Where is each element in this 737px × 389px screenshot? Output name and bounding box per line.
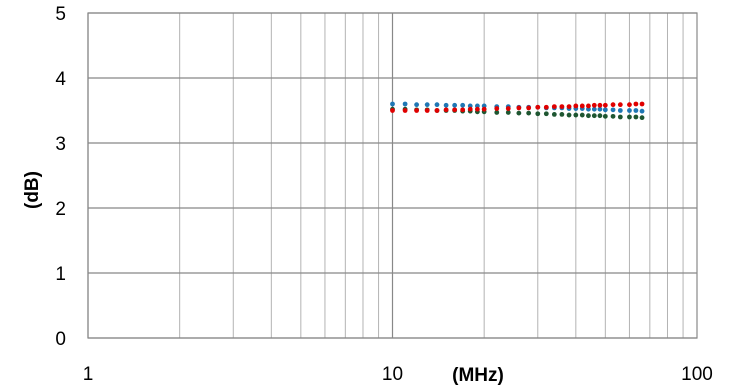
data-point [627, 108, 632, 113]
data-point [526, 110, 532, 116]
data-point [414, 108, 420, 113]
y-tick-labels: 0 1 2 3 4 5 [55, 4, 66, 350]
y-tick-label: 0 [55, 329, 66, 350]
data-point [474, 106, 480, 112]
data-point [516, 105, 522, 111]
data-point [627, 114, 632, 120]
data-point [516, 110, 522, 116]
data-point [579, 112, 585, 118]
data-point [602, 113, 608, 119]
data-point [633, 114, 639, 120]
data-point [586, 113, 591, 119]
data-point [559, 104, 565, 109]
data-point [414, 102, 420, 108]
data-point [591, 113, 597, 119]
data-point [591, 102, 597, 108]
data-point [467, 106, 473, 112]
data-point [535, 111, 541, 117]
data-point [452, 107, 458, 113]
data-point [597, 106, 603, 112]
data-point [460, 102, 466, 108]
data-point [566, 112, 572, 118]
data-point [639, 115, 645, 121]
data-point [551, 104, 557, 109]
y-tick-label: 3 [55, 134, 66, 155]
data-point [494, 106, 500, 111]
data-point [639, 108, 645, 114]
data-point [551, 112, 557, 117]
data-point [505, 110, 511, 115]
data-point [434, 108, 440, 113]
data-point [424, 102, 430, 108]
y-axis-title: (dB) [22, 171, 43, 209]
x-tick-label: 100 [681, 364, 713, 385]
x-tick-labels: 1 10 100 [83, 364, 713, 385]
data-point [579, 103, 585, 109]
data-point [597, 102, 603, 108]
data-point [452, 102, 458, 108]
data-point [481, 106, 487, 112]
data-point [543, 111, 549, 117]
data-point [617, 114, 623, 120]
data-point [591, 106, 597, 112]
data-point [602, 102, 608, 108]
data-point [460, 107, 466, 113]
data-point [639, 101, 645, 107]
y-tick-label: 4 [55, 69, 66, 90]
data-point [633, 108, 639, 113]
data-point [633, 101, 639, 107]
data-point [390, 108, 395, 113]
series-layer [390, 101, 645, 121]
y-tick-label: 2 [55, 199, 66, 220]
data-point [424, 108, 430, 113]
plot-area-frame [87, 12, 698, 339]
data-point [610, 107, 616, 113]
data-point [566, 104, 572, 109]
data-point [617, 102, 623, 108]
data-point [573, 103, 579, 109]
data-point [402, 101, 408, 107]
data-point [559, 112, 565, 117]
data-point [402, 108, 408, 113]
data-point [602, 107, 608, 113]
series-3 [390, 101, 645, 113]
data-point [617, 108, 623, 113]
data-point [535, 104, 541, 110]
data-point [494, 110, 500, 115]
data-point [526, 105, 532, 111]
x-tick-label: 10 [382, 364, 403, 385]
data-point [610, 102, 616, 108]
data-point [543, 104, 549, 110]
data-point [586, 103, 591, 109]
data-point [610, 113, 616, 119]
data-point [627, 102, 632, 108]
data-point [443, 102, 449, 108]
data-point [573, 112, 579, 118]
minor-gridlines [179, 13, 684, 338]
x-tick-label: 1 [83, 364, 94, 385]
data-point [443, 107, 449, 113]
x-axis-title: (MHz) [452, 365, 504, 386]
y-tick-label: 5 [55, 4, 66, 25]
data-point [505, 106, 511, 111]
y-tick-label: 1 [55, 264, 66, 285]
data-point [597, 113, 603, 119]
data-point [390, 101, 395, 107]
data-point [434, 102, 440, 108]
